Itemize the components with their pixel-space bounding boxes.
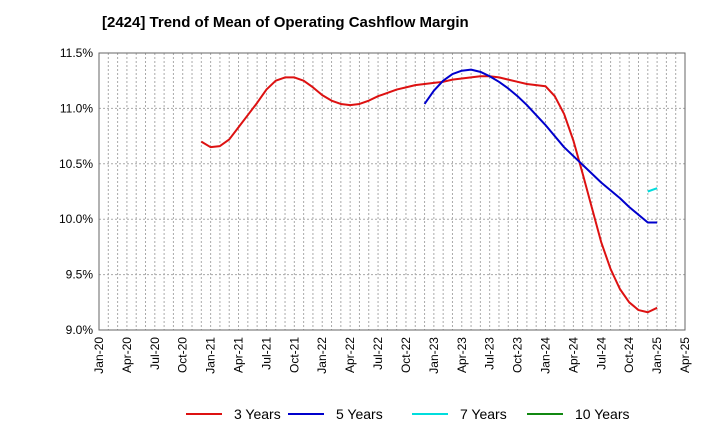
- legend-swatch-10-years: [527, 413, 563, 415]
- x-tick-label: Jul-21: [259, 337, 273, 370]
- x-tick-label: Jan-24: [538, 337, 552, 374]
- x-tick-label: Apr-24: [566, 337, 580, 373]
- x-tick-label: Jul-24: [594, 337, 608, 370]
- series-line-5-years: [423, 68, 658, 224]
- x-tick-label: Jul-23: [483, 337, 497, 370]
- grid-lines: [99, 53, 685, 330]
- x-axis-ticks: Jan-20 Apr-20 Jul-20 Oct-20 Jan-21 Apr-21 Jul-…: [92, 337, 692, 374]
- x-tick-label: Apr-25: [678, 337, 692, 373]
- legend-swatch-5-years: [288, 413, 324, 415]
- x-tick-label: Jan-22: [315, 337, 329, 374]
- x-tick-label: Oct-21: [287, 337, 301, 373]
- legend-item-3-years: 3 Years: [186, 404, 281, 424]
- x-tick-label: Oct-22: [399, 337, 413, 373]
- y-tick-label: 11.5%: [60, 46, 93, 60]
- legend-swatch-3-years: [186, 413, 222, 415]
- y-tick-label: 9.0%: [66, 323, 94, 337]
- y-axis-ticks: 9.0% 9.5% 10.0% 10.5% 11.0% 11.5%: [59, 46, 93, 337]
- x-tick-label: Jan-20: [92, 337, 106, 374]
- chart-title: [2424] Trend of Mean of Operating Cashfl…: [102, 14, 469, 31]
- series-line-7-years: [647, 187, 658, 193]
- x-tick-label: Jan-23: [427, 337, 441, 374]
- legend-label-3-years: 3 Years: [234, 406, 281, 422]
- x-tick-label: Jul-20: [148, 337, 162, 370]
- y-tick-label: 9.5%: [66, 268, 94, 282]
- x-tick-label: Jan-25: [650, 337, 664, 374]
- x-tick-label: Oct-24: [622, 337, 636, 373]
- legend: 3 Years 5 Years 7 Years 10 Years: [0, 404, 720, 424]
- x-tick-label: Oct-23: [511, 337, 525, 373]
- x-tick-label: Apr-20: [120, 337, 134, 373]
- x-tick-label: Apr-23: [455, 337, 469, 373]
- x-tick-label: Jan-21: [204, 337, 218, 374]
- series-line-3-years: [200, 75, 658, 314]
- y-tick-label: 11.0%: [60, 101, 93, 115]
- legend-item-5-years: 5 Years: [288, 404, 383, 424]
- legend-item-7-years: 7 Years: [412, 404, 507, 424]
- x-tick-label: Apr-22: [343, 337, 357, 373]
- x-tick-label: Jul-22: [371, 337, 385, 370]
- y-tick-label: 10.0%: [59, 212, 93, 226]
- x-tick-label: Oct-20: [176, 337, 190, 373]
- legend-label-10-years: 10 Years: [575, 406, 630, 422]
- legend-label-5-years: 5 Years: [336, 406, 383, 422]
- y-tick-label: 10.5%: [59, 157, 93, 171]
- legend-item-10-years: 10 Years: [527, 404, 630, 424]
- legend-label-7-years: 7 Years: [460, 406, 507, 422]
- series-layer: [200, 68, 658, 314]
- plot-area-border: [98, 52, 686, 331]
- x-tick-label: Apr-21: [232, 337, 246, 373]
- plot-frame: [98, 52, 686, 331]
- legend-swatch-7-years: [412, 413, 448, 415]
